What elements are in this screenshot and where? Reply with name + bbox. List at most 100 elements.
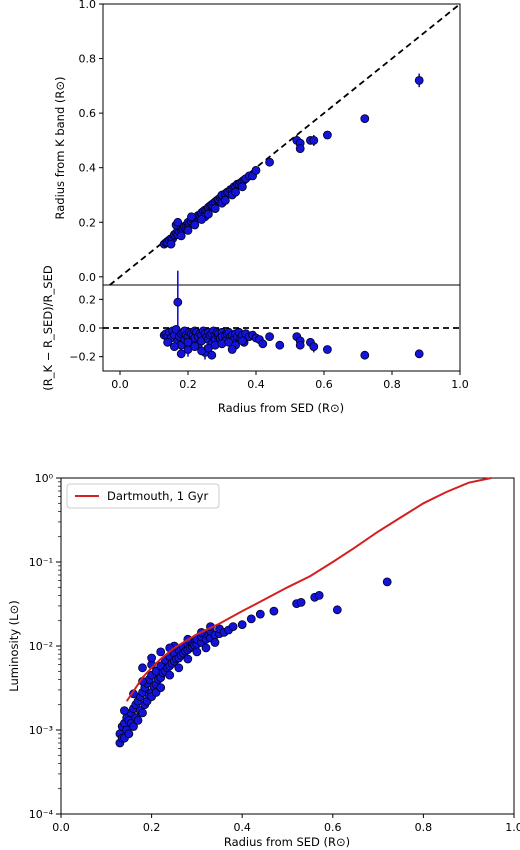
y-tick-label-lum-3: 10⁻¹ (29, 556, 53, 569)
legend: Dartmouth, 1 Gyr (66, 483, 220, 509)
dartmouth-curve (125, 477, 492, 702)
y-tick-label-top-0: 0.0 (79, 271, 97, 284)
res-point-76 (163, 337, 173, 347)
lum-point-8 (124, 729, 134, 739)
res-point-74 (360, 350, 370, 360)
y-axis-label-luminosity: Luminosity (L⊙) (7, 600, 21, 691)
res-point-72 (309, 342, 319, 352)
lum-point-81 (332, 605, 342, 615)
x-axis-label-top: Radius from SED (R⊙) (218, 401, 344, 415)
lum-point-78 (296, 598, 306, 607)
top-point-67 (251, 165, 261, 175)
lum-point-72 (228, 622, 238, 631)
top-point-71 (295, 144, 305, 154)
y-tick-label-top-4: 0.8 (79, 53, 97, 66)
x-tick-label-lum-0: 0.0 (52, 821, 70, 834)
lum-point-74 (246, 614, 256, 624)
y-tick-label-res-1: 0.0 (79, 322, 97, 335)
scatter-points-top (159, 73, 424, 249)
lum-point-73 (237, 620, 247, 629)
x-tick-label-top-5: 1.0 (451, 378, 469, 391)
lum-point-20 (138, 708, 147, 718)
top-point-74 (322, 130, 332, 140)
x-tick-label-lum-3: 0.6 (324, 821, 342, 834)
top-point-80 (183, 225, 193, 235)
lum-point-92 (192, 647, 202, 657)
panel-residual: −0.2 0.0 0.2 0.0 0.2 0.4 0.6 0.8 1.0 (R_K − R_S… (41, 265, 469, 415)
top-point-76 (414, 76, 424, 85)
lum-point-83 (120, 706, 129, 715)
top-point-87 (197, 215, 207, 224)
x-ticks-luminosity: 0.0 0.2 0.4 0.6 0.8 1.0 (52, 814, 520, 834)
y-ticks-residual: −0.2 0.0 0.2 (69, 293, 103, 364)
lum-point-82 (382, 577, 392, 587)
res-point-9 (173, 297, 183, 307)
x-tick-label-lum-1: 0.2 (143, 821, 161, 834)
top-point-68 (265, 157, 275, 167)
y-tick-label-top-2: 0.4 (79, 162, 97, 175)
y-tick-label-top-1: 0.2 (79, 216, 97, 229)
lum-point-95 (147, 653, 157, 663)
res-point-78 (176, 349, 186, 359)
x-tick-label-top-2: 0.4 (247, 378, 265, 391)
top-point-91 (220, 195, 230, 205)
x-ticks-residual: 0.0 0.2 0.4 0.6 0.8 1.0 (111, 371, 469, 391)
panel-luminosity: 10⁻⁴ 10⁻³ 10⁻² 10⁻¹ 10⁰ 0.0 0.2 0.4 0.6 0.8 1.0 L… (7, 472, 520, 849)
res-point-79 (183, 337, 193, 347)
res-point-75 (414, 349, 424, 359)
y-tick-label-top-3: 0.6 (79, 107, 97, 120)
top-point-90 (186, 212, 196, 222)
x-axis-label-luminosity: Radius from SED (R⊙) (224, 835, 350, 849)
x-tick-label-top-1: 0.2 (179, 378, 197, 391)
lum-point-91 (183, 654, 193, 664)
res-point-70 (295, 340, 305, 350)
res-point-90 (227, 345, 237, 354)
top-point-81 (190, 220, 200, 230)
y-tick-label-res-2: 0.2 (79, 293, 97, 306)
res-point-89 (275, 340, 285, 350)
y-tick-label-res-0: −0.2 (69, 351, 96, 364)
x-tick-label-lum-5: 1.0 (505, 821, 520, 834)
lum-point-12 (129, 722, 138, 731)
y-tick-label-top-5: 1.0 (79, 0, 97, 11)
top-point-86 (237, 182, 247, 192)
lum-point-16 (133, 716, 143, 725)
top-point-75 (360, 114, 370, 123)
top-point-73 (309, 135, 319, 145)
x-tick-label-lum-4: 0.8 (415, 821, 433, 834)
top-point-88 (203, 209, 213, 219)
top-point-92 (231, 187, 241, 197)
lum-point-101 (138, 663, 147, 673)
top-point-83 (210, 204, 220, 214)
x-tick-label-lum-2: 0.4 (233, 821, 251, 834)
legend-label-dartmouth: Dartmouth, 1 Gyr (107, 489, 208, 503)
lum-point-93 (201, 643, 211, 653)
top-point-89 (176, 231, 186, 241)
res-point-91 (207, 350, 217, 360)
x-tick-label-top-0: 0.0 (111, 378, 129, 391)
y-axis-label-top: Radius from K band (R⊙) (53, 76, 67, 219)
x-tick-label-top-4: 0.8 (383, 378, 401, 391)
res-point-80 (190, 342, 200, 352)
y-ticks-top: 0.0 0.2 0.4 0.6 0.8 1.0 (79, 0, 103, 284)
legend-box (66, 483, 220, 509)
model-line-dartmouth (125, 477, 492, 702)
lum-point-76 (269, 606, 279, 616)
lum-point-90 (174, 663, 184, 673)
lum-point-89 (165, 670, 175, 680)
panel-top-main: 0.0 0.2 0.4 0.6 0.8 1.0 Radius from K band (R… (53, 0, 461, 286)
res-point-67 (265, 332, 275, 342)
scatter-points-residual (159, 270, 424, 360)
plot-frame-bottom (60, 477, 515, 815)
y-tick-label-lum-0: 10⁻⁴ (29, 808, 54, 821)
y-tick-label-lum-2: 10⁻² (29, 640, 53, 653)
res-point-87 (237, 336, 247, 346)
y-ticks-luminosity: 10⁻⁴ 10⁻³ 10⁻² 10⁻¹ 10⁰ (29, 472, 61, 821)
lum-point-96 (156, 647, 166, 657)
y-tick-label-lum-4: 10⁰ (35, 472, 54, 485)
scatter-points-luminosity (115, 577, 392, 748)
lum-point-80 (314, 591, 324, 600)
y-tick-label-lum-1: 10⁻³ (29, 724, 53, 737)
res-point-73 (322, 345, 332, 354)
